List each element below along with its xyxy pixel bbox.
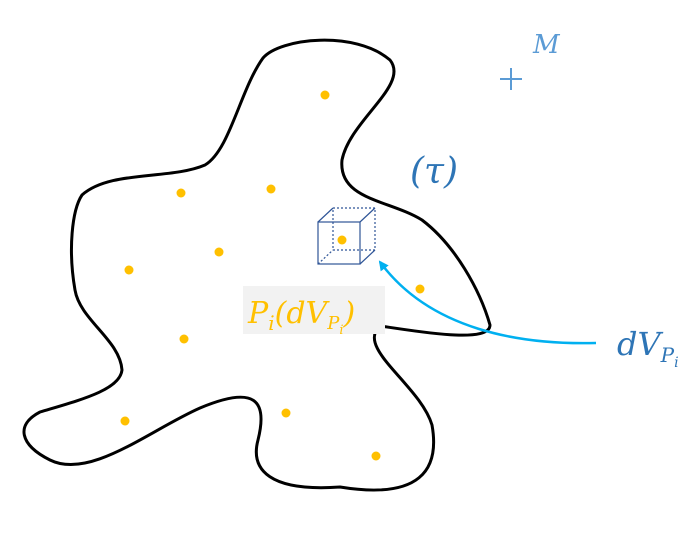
point xyxy=(179,334,189,344)
points-group xyxy=(120,90,425,461)
point xyxy=(120,416,130,426)
pi-main: P xyxy=(247,296,269,331)
point xyxy=(415,284,425,294)
point xyxy=(337,235,347,245)
point xyxy=(281,408,291,418)
dv-i-subsub: i xyxy=(674,355,678,371)
point xyxy=(371,451,381,461)
point xyxy=(320,90,330,100)
label-m: M xyxy=(532,30,561,60)
point xyxy=(214,247,224,257)
point xyxy=(176,188,186,198)
label-tau: (τ) xyxy=(410,151,458,192)
pi-sub: i xyxy=(268,311,274,335)
cube-icon xyxy=(317,207,376,265)
point xyxy=(266,184,276,194)
pi-close: ) xyxy=(342,296,355,331)
label-pi-dv: Pi(dVPi) xyxy=(247,296,355,338)
plus-marker xyxy=(500,68,522,90)
pi-p-sub: P xyxy=(326,313,340,334)
pi-open: ( xyxy=(275,296,288,331)
pi-dv: dV xyxy=(286,296,330,331)
pi-i-subsub: i xyxy=(339,323,343,338)
dv-main: dV xyxy=(617,325,663,363)
dv-p-sub: P xyxy=(660,343,675,367)
label-dv: dVPi xyxy=(617,325,679,371)
body-outline xyxy=(22,38,492,492)
point xyxy=(124,265,134,275)
pi-label-background xyxy=(243,286,385,334)
pointer-arrow xyxy=(378,260,597,345)
